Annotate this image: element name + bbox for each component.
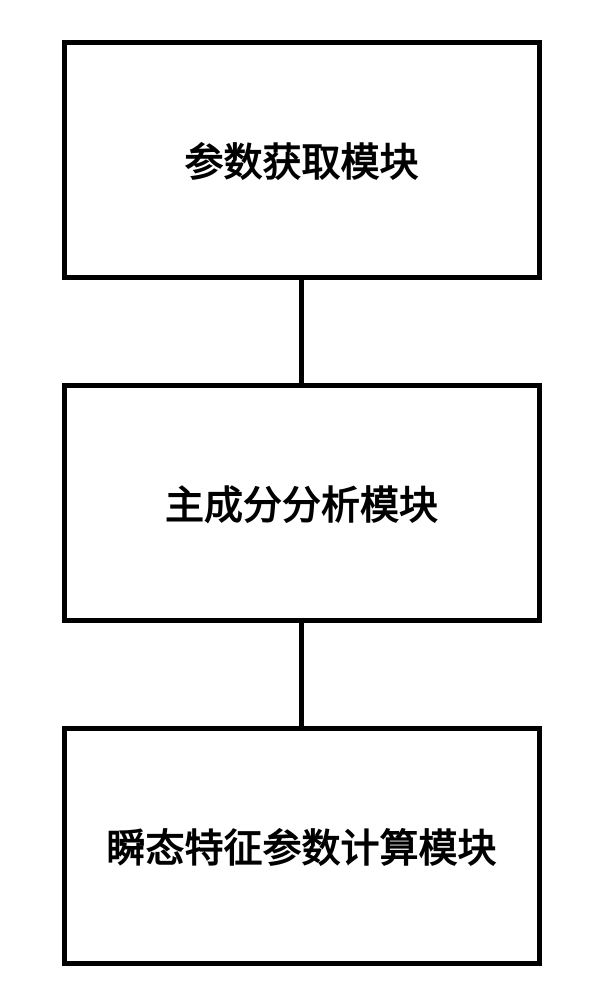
node-label: 主成分分析模块 (165, 475, 438, 531)
flowchart-node-2: 主成分分析模块 (62, 383, 542, 623)
flowchart-edge-2 (299, 623, 304, 726)
node-label: 瞬态特征参数计算模块 (106, 818, 496, 874)
flowchart-edge-1 (299, 280, 304, 383)
flowchart-node-3: 瞬态特征参数计算模块 (62, 726, 542, 966)
flowchart-node-1: 参数获取模块 (62, 40, 542, 280)
node-label: 参数获取模块 (184, 132, 418, 188)
